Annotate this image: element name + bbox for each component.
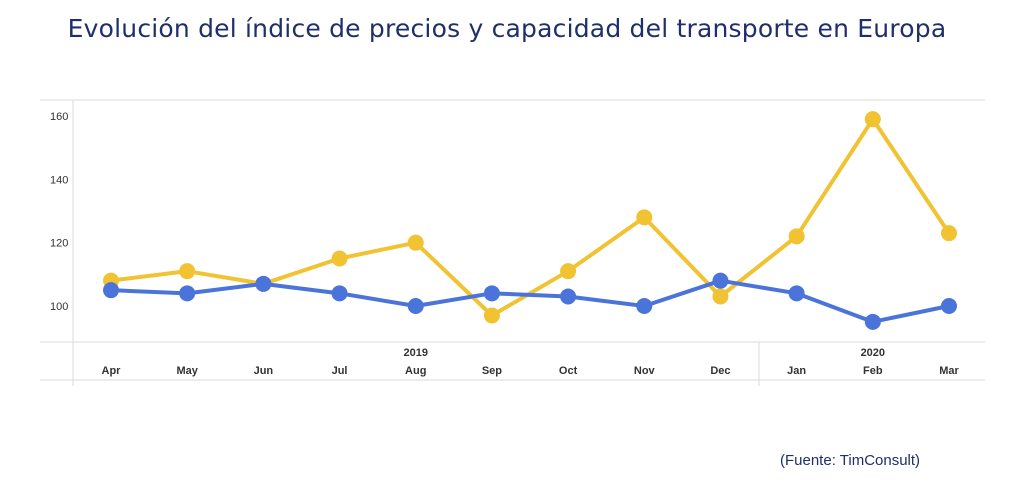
x-tick-label: Jan: [787, 365, 806, 377]
x-tick-label: Feb: [863, 365, 883, 377]
data-point: [407, 298, 424, 314]
x-tick-label: Nov: [634, 365, 656, 377]
x-tick-label: Dec: [710, 365, 730, 377]
y-tick-label: 160: [50, 111, 68, 123]
data-point: [407, 234, 424, 251]
data-point: [788, 285, 805, 302]
x-tick-label: Jun: [254, 365, 274, 377]
x-tick-label: Mar: [939, 365, 959, 377]
data-point: [331, 250, 348, 267]
x-tick-label: Apr: [102, 365, 122, 377]
data-point: [331, 285, 348, 302]
x-tick-labels: Apr May Jun Jul Aug Sep Oct Nov Dec Jan Feb Mar 2019…: [102, 347, 960, 377]
line-chart: 100 120 140 160 Apr May Jun Jul Aug Sep Oct Nov Dec…: [40, 99, 985, 386]
data-point: [560, 288, 577, 305]
data-point: [636, 209, 653, 226]
x-tick-label: Aug: [405, 365, 426, 377]
year-label: 2020: [861, 347, 885, 359]
data-point: [179, 263, 196, 280]
y-tick-label: 140: [50, 174, 68, 186]
data-point: [483, 307, 500, 324]
data-point: [864, 313, 881, 330]
data-point: [103, 282, 119, 299]
source-note: (Fuente: TimConsult): [780, 452, 921, 469]
data-point: [179, 285, 196, 302]
data-point: [712, 288, 729, 305]
chart-title: Evolución del índice de precios y capaci…: [67, 14, 947, 43]
x-tick-label: Jul: [332, 365, 348, 377]
year-label: 2019: [403, 347, 427, 359]
y-tick-label: 100: [50, 301, 68, 313]
data-point: [941, 298, 957, 314]
data-point: [255, 275, 272, 292]
chart-axes: [40, 99, 985, 386]
x-tick-label: May: [176, 365, 198, 377]
data-point: [712, 272, 729, 289]
data-point: [788, 228, 805, 245]
data-point: [560, 263, 577, 280]
series-line: [109, 278, 951, 324]
data-point: [483, 285, 500, 302]
x-tick-label: Oct: [559, 365, 578, 377]
chart-series: [103, 111, 957, 330]
x-tick-label: Sep: [482, 365, 502, 377]
data-point: [941, 225, 957, 242]
y-tick-label: 120: [50, 238, 68, 250]
data-point: [864, 111, 881, 128]
y-tick-labels: 100 120 140 160: [50, 111, 68, 313]
series-1: [103, 111, 957, 324]
series-2: [103, 272, 957, 330]
data-point: [636, 298, 653, 314]
